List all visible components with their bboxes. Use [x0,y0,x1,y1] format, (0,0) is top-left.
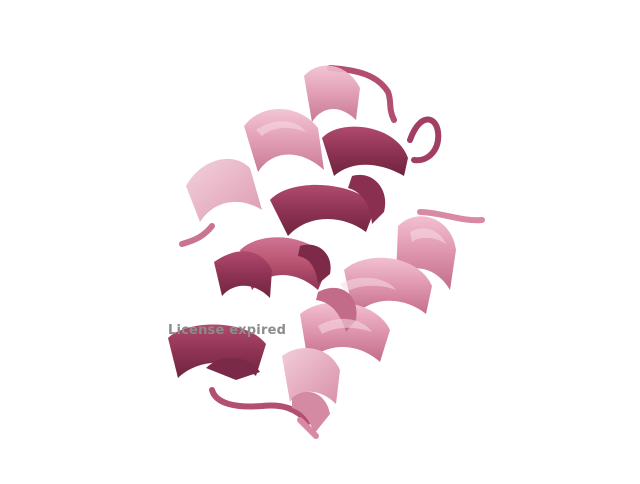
coil-loops [179,65,485,439]
helix-back [186,65,360,222]
helix-middle [168,126,408,380]
helix-highlights [256,121,446,334]
license-watermark: License expired [168,323,287,338]
